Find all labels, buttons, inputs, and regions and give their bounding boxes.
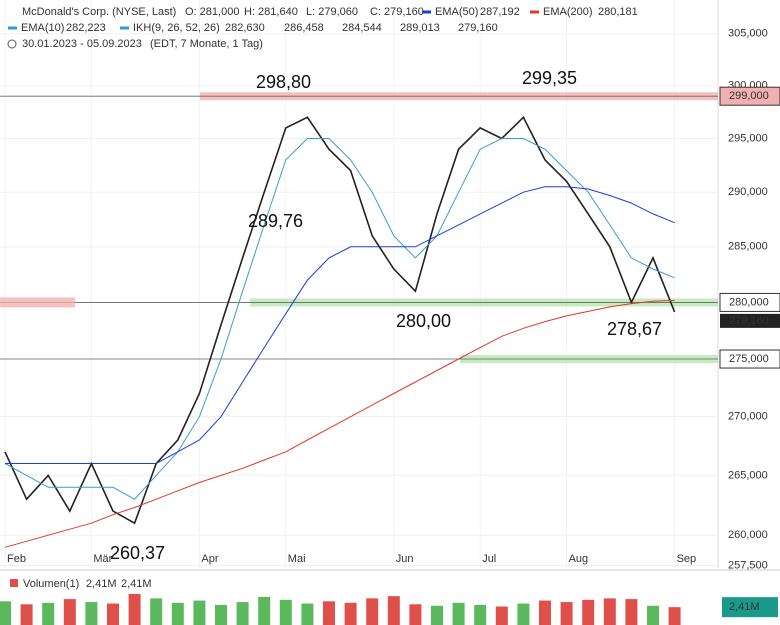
title: McDonald's Corp. (NYSE, Last): [22, 6, 176, 18]
y-tick-label: 257,500: [728, 559, 768, 571]
ikh-name: IKH(9, 26, 52, 26): [133, 22, 220, 34]
volume-bar: [63, 599, 76, 625]
quote: L: 279,060: [306, 6, 358, 18]
annotation: 280,00: [396, 311, 451, 331]
level-zone: [0, 297, 75, 308]
volume-bar: [279, 599, 292, 625]
last-price-label: 279,160: [729, 315, 769, 327]
level-box: [719, 349, 780, 369]
series-line: [5, 186, 675, 464]
quote: H: 281,640: [244, 6, 298, 18]
ikh-value: 289,013: [400, 22, 440, 34]
ikh-value: 282,630: [225, 22, 265, 34]
annotation: 260,37: [110, 543, 165, 563]
volume-bar: [409, 604, 422, 625]
volume-bar: [85, 602, 98, 625]
volume-bar: [582, 599, 595, 625]
y-tick-label: 295,000: [728, 132, 768, 144]
level-box: [719, 86, 780, 106]
volume-name: Volumen(1): [23, 578, 79, 590]
volume-last-box: [722, 597, 778, 618]
annotation: 299,35: [522, 68, 577, 88]
volume-bar: [452, 602, 465, 625]
legend-value: 282,223: [66, 22, 106, 34]
last-price-box: [720, 313, 780, 328]
volume-bar: [431, 605, 443, 625]
x-tick-label: Jun: [396, 553, 414, 565]
legend-label: EMA(50): [435, 6, 478, 18]
legend-label: EMA(10): [21, 22, 64, 34]
volume-bar: [301, 603, 314, 625]
volume-bar: [236, 602, 249, 625]
volume-bar: [258, 596, 271, 625]
y-tick-label: 305,000: [728, 28, 768, 40]
volume-bar: [647, 605, 659, 625]
volume-value: 2,41M: [86, 578, 117, 590]
legend-value: 287,192: [480, 6, 520, 18]
ikh-value: 284,544: [342, 22, 382, 34]
y-tick-label: 290,000: [728, 186, 768, 198]
ikh-value: 286,458: [284, 22, 324, 34]
level-label: 280,000: [729, 296, 769, 308]
x-tick-label: Mär: [93, 553, 112, 565]
legend-value: 280,181: [598, 6, 638, 18]
volume-bar: [107, 603, 119, 625]
y-tick-label: 285,000: [728, 241, 768, 253]
x-tick-label: Mai: [288, 553, 306, 565]
level-label: 275,000: [729, 353, 769, 365]
volume-bar: [171, 602, 184, 625]
series-line: [4, 138, 675, 500]
ikh-value: 279,160: [458, 22, 498, 34]
x-tick-label: Apr: [201, 553, 218, 565]
volume-bar: [344, 602, 357, 625]
volume-swatch: [10, 579, 18, 587]
volume-bar: [42, 602, 55, 625]
clock-icon: [7, 39, 17, 49]
volume-bar: [366, 598, 379, 625]
volume-bar: [495, 606, 508, 625]
x-tick-label: Sep: [677, 553, 697, 565]
volume-bar: [560, 602, 573, 625]
y-tick-label: 265,000: [728, 469, 768, 481]
volume-bar: [150, 598, 163, 625]
volume-bar: [603, 598, 616, 625]
x-tick-label: Aug: [569, 553, 589, 565]
quote: O: 281,000: [185, 6, 239, 18]
annotation: 289,76: [248, 211, 303, 231]
volume-bar: [193, 600, 206, 625]
volume-bar: [215, 605, 227, 625]
x-tick-label: Jul: [482, 553, 496, 565]
x-tick-label: Feb: [7, 553, 26, 565]
volume-bar: [517, 603, 530, 625]
volume-bar: [474, 605, 487, 625]
volume-bar: [387, 596, 400, 625]
quote: C: 279,160: [370, 6, 424, 18]
y-tick-label: 260,000: [728, 529, 768, 541]
volume-bar: [539, 600, 551, 625]
annotation: 298,80: [256, 72, 311, 92]
y-tick-label: 270,000: [728, 411, 768, 423]
range-note: (EDT, 7 Monate, 1 Tag): [150, 38, 263, 50]
volume-bar: [323, 601, 335, 625]
volume-bar: [668, 607, 681, 625]
level-label: 299,000: [729, 90, 769, 102]
volume-bar: [0, 601, 11, 625]
level-box: [719, 292, 780, 312]
volume-last-label: 2,41M: [729, 601, 760, 613]
series-line: [4, 299, 675, 548]
range: 30.01.2023 - 05.09.2023: [22, 38, 142, 50]
volume-bar: [128, 593, 141, 625]
volume-bar: [20, 604, 33, 625]
annotation: 278,67: [607, 319, 662, 339]
volume-bar: [625, 599, 638, 625]
volume-value: 2,41M: [121, 578, 152, 590]
legend-label: EMA(200): [543, 6, 593, 18]
